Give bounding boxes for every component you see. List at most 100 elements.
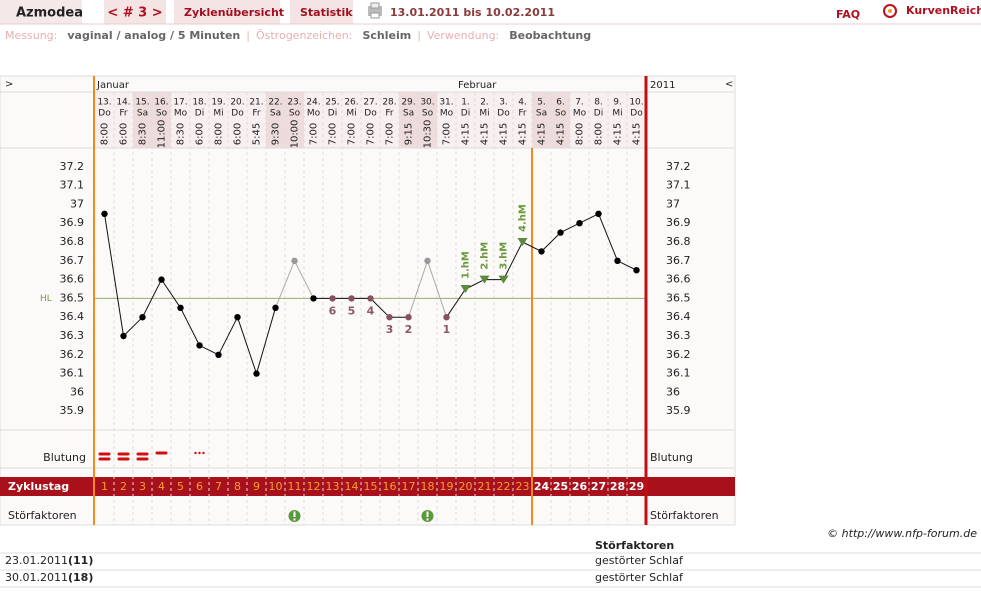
y-tick-label: 36.9: [666, 216, 691, 229]
weekday: Mo: [573, 109, 587, 119]
table-cell: gestörter Schlaf: [595, 554, 684, 567]
lower-count: 5: [348, 304, 356, 317]
temperature-segment: [237, 317, 257, 374]
row-label: Blutung: [650, 451, 693, 464]
day: 5.: [537, 98, 546, 108]
temperature-point: [367, 295, 374, 302]
brand[interactable]: KurvenReich: [906, 4, 981, 17]
print-icon[interactable]: [368, 2, 382, 19]
y-tick-label: 36.4: [60, 310, 85, 323]
temperature-segment: [104, 213, 124, 337]
cycle-day: 10: [269, 480, 283, 493]
cycle-day: 20: [459, 480, 473, 493]
temperature-point: [177, 304, 184, 311]
tab[interactable]: Statistik: [300, 6, 353, 19]
temperature-point: [215, 351, 222, 358]
app-title: Azmodea: [16, 6, 83, 21]
bleeding-mark: [198, 451, 201, 455]
day: 8.: [594, 98, 603, 108]
lower-count: 4: [367, 304, 375, 317]
cycle-day: 16: [383, 480, 397, 493]
y-tick-label: 36.6: [666, 273, 691, 286]
cycle-day: 11: [288, 480, 302, 493]
time: 8:30: [138, 123, 149, 145]
y-tick-label: 37.1: [60, 179, 85, 192]
day: 6.: [556, 98, 565, 108]
lower-count: 3: [386, 323, 394, 336]
y-tick-label: 36: [666, 385, 680, 398]
bleeding-mark: [117, 457, 130, 461]
day: 9.: [613, 98, 622, 108]
time: 7:00: [328, 123, 339, 145]
info-label: Verwendung:: [427, 29, 499, 42]
time: 7:00: [309, 123, 320, 145]
y-tick-label: 36.7: [666, 254, 691, 267]
time: 8:00: [594, 123, 605, 145]
temperature-point: [614, 257, 621, 264]
row-label: Störfaktoren: [650, 509, 719, 522]
higher-label: 4.hM: [518, 204, 529, 232]
temperature-segment: [199, 344, 219, 356]
disturbance-icon-dot: [426, 518, 429, 521]
table-cell: gestörter Schlaf: [595, 571, 684, 584]
weekend-shade: [551, 92, 570, 148]
y-tick-label: 36.1: [60, 367, 85, 380]
temperature-segment: [446, 288, 466, 318]
y-tick-label: 36.5: [666, 291, 691, 304]
weekday: Di: [195, 109, 204, 119]
faq-link[interactable]: FAQ: [836, 8, 860, 21]
weekend-shade: [285, 92, 304, 148]
y-tick-label: 37.2: [60, 160, 85, 173]
weekday: Di: [461, 109, 470, 119]
temperature-segment: [522, 241, 542, 252]
temperature-segment: [560, 222, 580, 234]
info-value: Beobachtung: [509, 29, 591, 42]
row-label: Blutung: [43, 451, 86, 464]
lower-count: 1: [443, 323, 451, 336]
y-tick-label: 36.1: [666, 367, 691, 380]
temperature-point: [405, 314, 412, 321]
y-tick-label: 37.2: [666, 160, 691, 173]
lower-count: 2: [405, 323, 413, 336]
y-tick-label: 36.9: [60, 216, 85, 229]
y-tick-label: 35.9: [60, 404, 85, 417]
day: 28.: [382, 98, 396, 108]
day: 2.: [480, 98, 489, 108]
weekday: Di: [328, 109, 337, 119]
temperature-segment: [218, 316, 238, 356]
time: 7:00: [366, 123, 377, 145]
day: 17.: [173, 98, 187, 108]
temperature-point: [557, 229, 564, 236]
y-tick-label: 36.2: [666, 348, 691, 361]
info-label: Messung:: [5, 29, 57, 42]
temperature-point: [348, 295, 355, 302]
day: 24.: [306, 98, 320, 108]
temperature-point: [291, 257, 298, 264]
weekday: Mi: [213, 109, 223, 119]
year: 2011: [650, 80, 675, 91]
cycle-day: 28: [610, 480, 625, 493]
higher-label: 1.hM: [461, 251, 472, 279]
temperature-point: [101, 210, 108, 217]
weekday: So: [156, 109, 168, 119]
temperature-segment: [142, 279, 162, 318]
weekday: Mi: [612, 109, 622, 119]
weekday: So: [555, 109, 567, 119]
info-value: Schleim: [362, 29, 411, 42]
cycle-day: 8: [234, 480, 241, 493]
day: 30.: [420, 98, 434, 108]
disturbance-icon-dot: [293, 518, 296, 521]
tab[interactable]: Zyklenübersicht: [184, 6, 284, 19]
time: 6:00: [233, 123, 244, 145]
cycle-row: [0, 477, 735, 496]
y-tick-label: 36.3: [60, 329, 85, 342]
day: 20.: [230, 98, 244, 108]
bleeding-mark: [136, 457, 149, 461]
y-tick-label: 35.9: [666, 404, 691, 417]
temperature-segment: [408, 260, 428, 318]
temperature-point: [633, 267, 640, 274]
time: 4:15: [499, 123, 510, 145]
cycle-day: 17: [402, 480, 416, 493]
cycle-nav[interactable]: < # 3 >: [107, 6, 162, 21]
